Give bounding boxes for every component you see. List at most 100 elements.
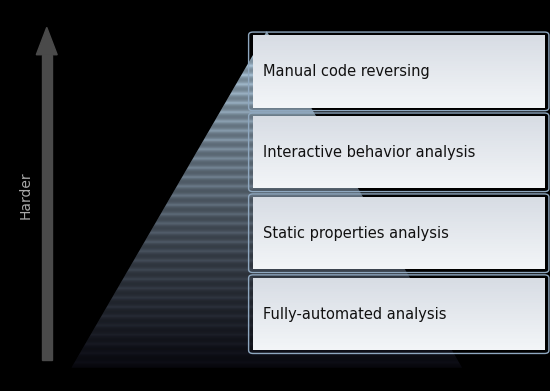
Bar: [253, 230, 544, 231]
Polygon shape: [252, 56, 282, 57]
Polygon shape: [134, 259, 399, 260]
Polygon shape: [141, 246, 392, 248]
Polygon shape: [104, 309, 429, 310]
Polygon shape: [193, 157, 340, 158]
Polygon shape: [252, 55, 281, 56]
Polygon shape: [258, 45, 275, 46]
Polygon shape: [125, 274, 409, 276]
Polygon shape: [72, 366, 462, 368]
Bar: [253, 81, 544, 82]
Polygon shape: [203, 140, 331, 141]
Polygon shape: [243, 72, 291, 73]
Polygon shape: [89, 337, 445, 338]
Polygon shape: [208, 131, 326, 132]
Bar: [253, 163, 544, 165]
Polygon shape: [96, 325, 438, 326]
Polygon shape: [113, 295, 420, 296]
Bar: [253, 251, 544, 253]
Polygon shape: [143, 243, 390, 244]
Bar: [253, 129, 544, 131]
Bar: [253, 161, 544, 163]
Bar: [253, 310, 544, 312]
Polygon shape: [175, 187, 358, 188]
Polygon shape: [189, 163, 344, 165]
Polygon shape: [225, 102, 309, 103]
Bar: [253, 316, 544, 318]
Bar: [253, 106, 544, 108]
Polygon shape: [160, 214, 373, 215]
Bar: [253, 208, 544, 210]
Polygon shape: [138, 253, 396, 254]
Polygon shape: [241, 74, 292, 75]
Polygon shape: [82, 347, 451, 348]
Polygon shape: [126, 272, 408, 273]
Bar: [253, 122, 544, 124]
Polygon shape: [264, 35, 270, 36]
Polygon shape: [244, 69, 289, 70]
Polygon shape: [261, 40, 273, 41]
Bar: [253, 312, 544, 314]
Polygon shape: [138, 252, 395, 253]
Bar: [253, 152, 544, 154]
Polygon shape: [150, 231, 383, 232]
Polygon shape: [183, 175, 351, 176]
Polygon shape: [251, 57, 282, 58]
Polygon shape: [227, 100, 307, 101]
Polygon shape: [165, 205, 368, 206]
Polygon shape: [129, 268, 405, 269]
Polygon shape: [227, 99, 306, 100]
Polygon shape: [173, 192, 360, 193]
Bar: [253, 240, 544, 242]
Polygon shape: [186, 168, 347, 169]
Polygon shape: [199, 148, 335, 149]
Polygon shape: [170, 197, 364, 198]
Polygon shape: [239, 77, 294, 78]
Bar: [253, 120, 544, 122]
Bar: [253, 125, 544, 127]
Bar: [253, 233, 544, 235]
Polygon shape: [114, 292, 419, 294]
Polygon shape: [115, 291, 419, 292]
Polygon shape: [216, 118, 317, 119]
Polygon shape: [133, 261, 401, 262]
Bar: [253, 145, 544, 147]
Polygon shape: [234, 87, 300, 88]
Polygon shape: [179, 181, 355, 183]
Polygon shape: [92, 330, 441, 332]
Polygon shape: [197, 150, 337, 151]
Polygon shape: [170, 196, 363, 197]
Bar: [253, 222, 544, 224]
Polygon shape: [90, 334, 443, 335]
Bar: [253, 197, 544, 199]
Bar: [253, 305, 544, 307]
Bar: [253, 323, 544, 325]
Polygon shape: [86, 341, 447, 342]
Polygon shape: [181, 178, 353, 179]
Bar: [253, 64, 544, 66]
Bar: [253, 127, 544, 129]
Bar: [253, 95, 544, 97]
Polygon shape: [161, 213, 373, 214]
Polygon shape: [207, 133, 327, 135]
Polygon shape: [209, 130, 324, 131]
Bar: [253, 59, 544, 61]
Polygon shape: [72, 365, 461, 366]
Polygon shape: [238, 79, 295, 81]
Polygon shape: [266, 31, 267, 32]
Bar: [253, 35, 544, 37]
Polygon shape: [194, 156, 340, 157]
Bar: [253, 298, 544, 300]
Polygon shape: [195, 153, 338, 154]
Bar: [253, 213, 544, 215]
Polygon shape: [220, 111, 313, 112]
Polygon shape: [188, 167, 346, 168]
Bar: [253, 309, 544, 310]
Polygon shape: [146, 237, 387, 239]
Polygon shape: [263, 37, 271, 38]
Bar: [253, 301, 544, 303]
Bar: [253, 291, 544, 292]
Polygon shape: [250, 58, 283, 59]
Bar: [253, 66, 544, 68]
Bar: [253, 267, 544, 269]
Polygon shape: [148, 234, 385, 235]
